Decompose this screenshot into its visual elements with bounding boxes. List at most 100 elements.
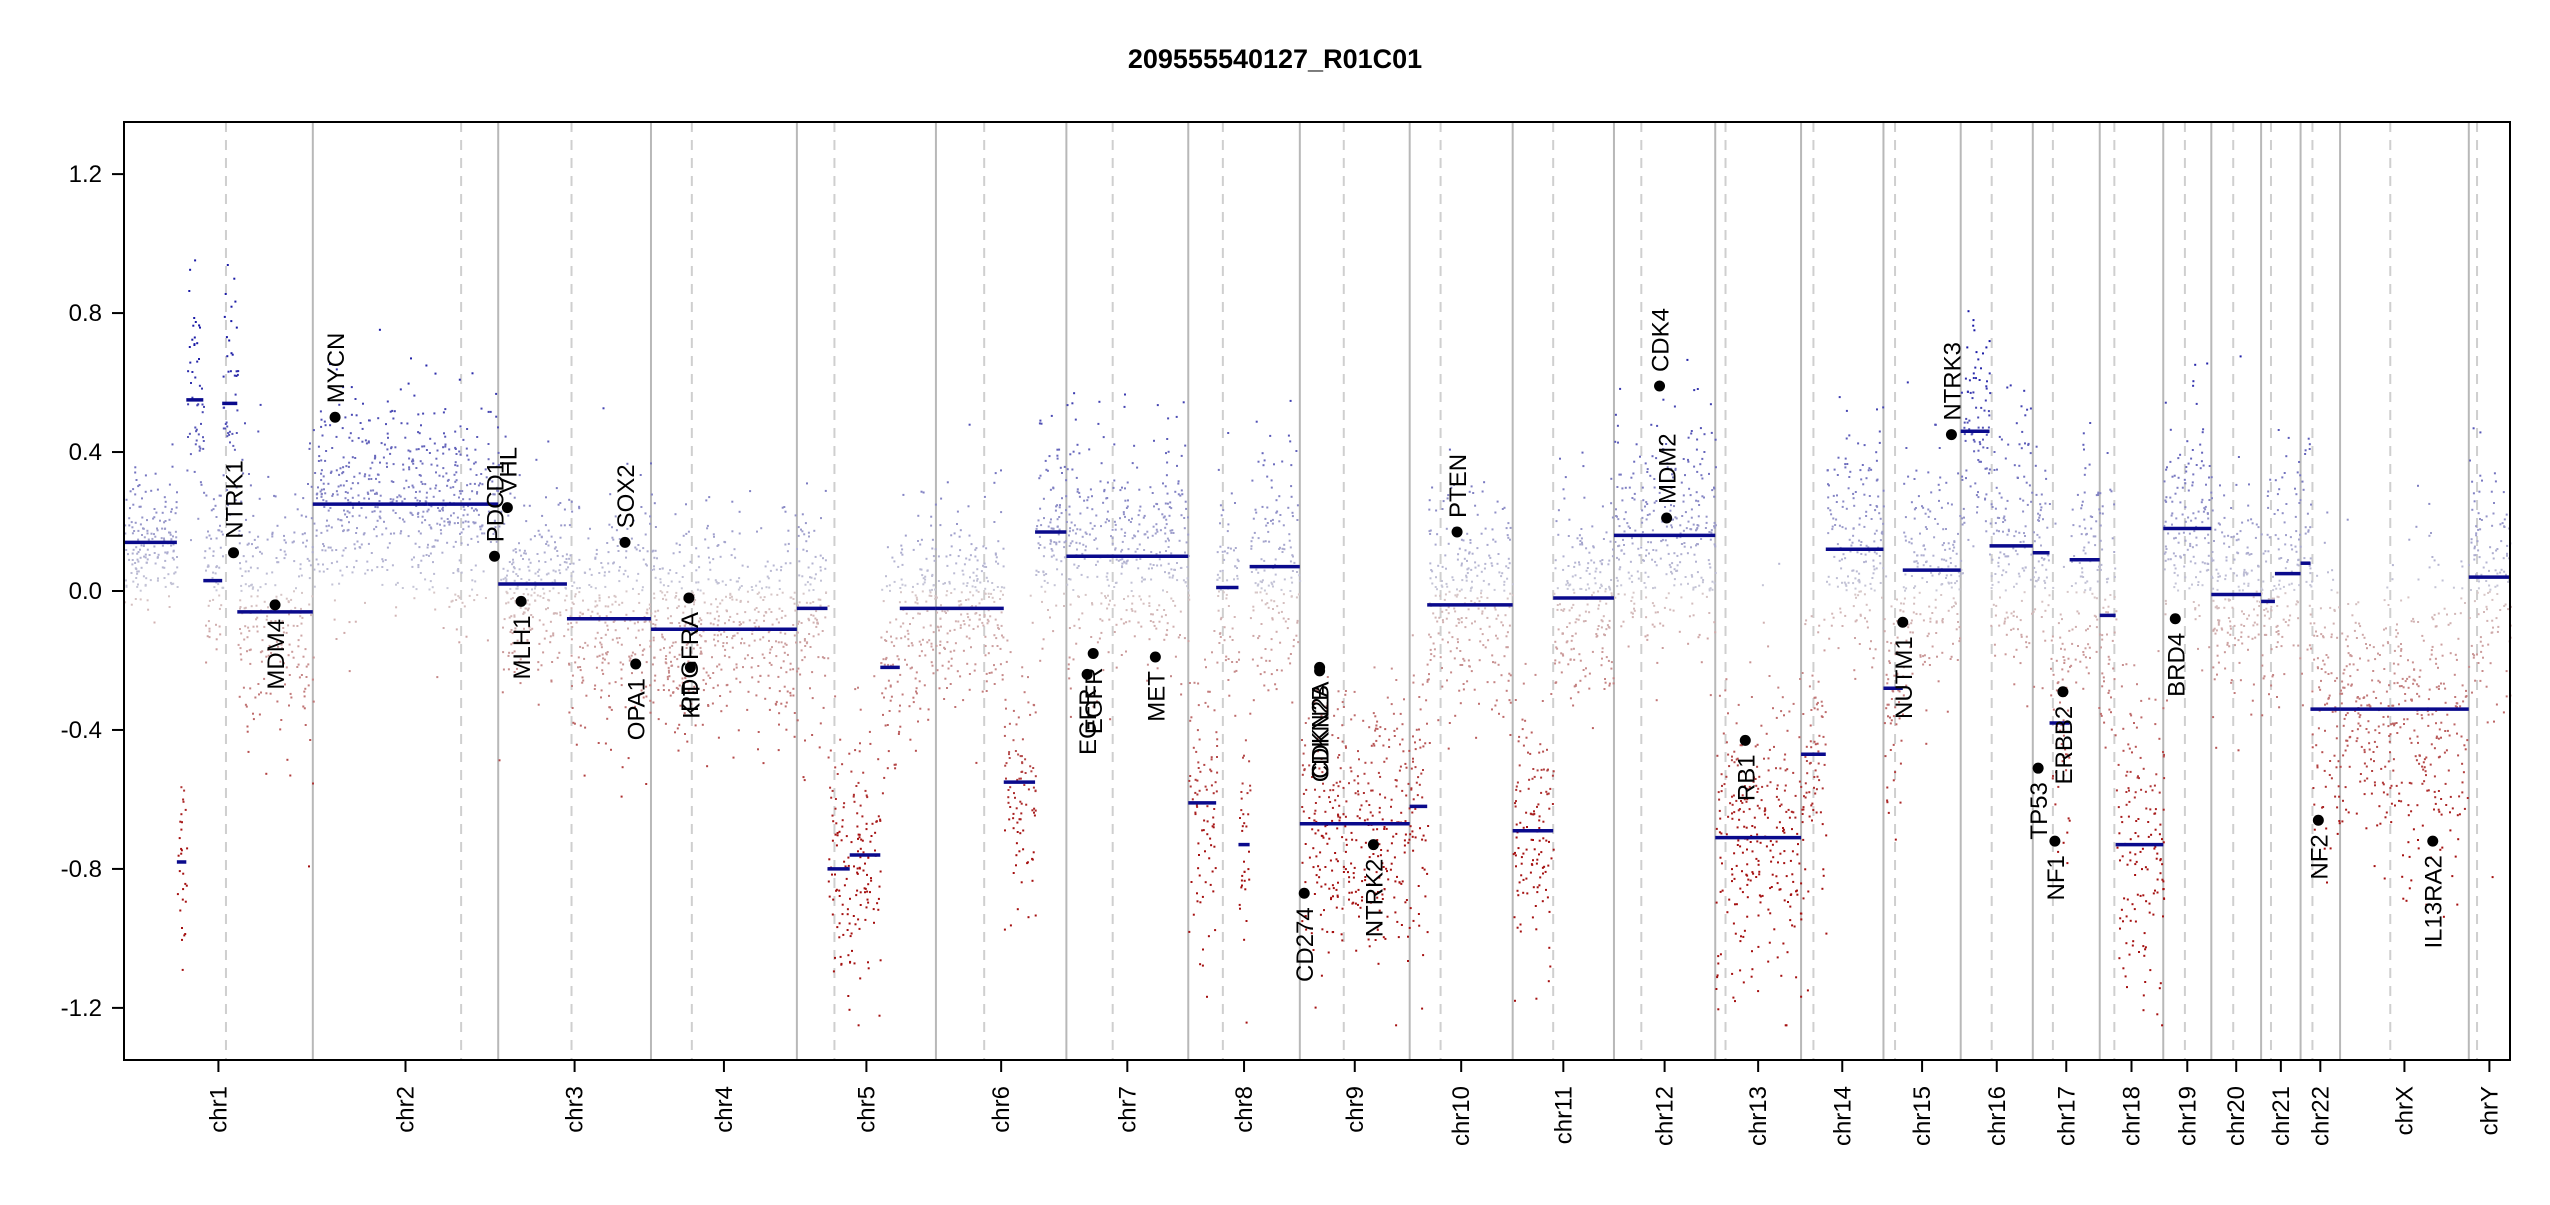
probe-point (866, 891, 868, 893)
probe-point (889, 710, 891, 712)
probe-point (283, 535, 285, 537)
probe-point (136, 553, 138, 555)
probe-point (1607, 624, 1609, 626)
probe-point (464, 605, 466, 607)
probe-point (1314, 893, 1316, 895)
probe-point (829, 896, 831, 898)
probe-point (1219, 632, 1221, 634)
probe-point (276, 701, 278, 703)
probe-point (535, 573, 537, 575)
probe-point (1400, 812, 1402, 814)
probe-point (663, 684, 665, 686)
probe-point (471, 579, 473, 581)
probe-point (783, 660, 785, 662)
probe-point (1591, 594, 1593, 596)
probe-point (1582, 465, 1584, 467)
probe-point (1374, 730, 1376, 732)
probe-point (1533, 813, 1535, 815)
probe-point (1008, 818, 1010, 820)
probe-point (717, 606, 719, 608)
probe-point (1461, 539, 1463, 541)
probe-point (1272, 586, 1274, 588)
probe-point (383, 457, 385, 459)
probe-point (578, 591, 580, 593)
probe-point (411, 559, 413, 561)
probe-point (1323, 909, 1325, 911)
probe-point (1151, 567, 1153, 569)
probe-point (1515, 800, 1517, 802)
probe-point (733, 669, 735, 671)
probe-point (939, 618, 941, 620)
probe-point (792, 624, 794, 626)
probe-point (196, 342, 198, 344)
probe-point (161, 528, 163, 530)
probe-point (244, 625, 246, 627)
probe-point (1445, 609, 1447, 611)
probe-point (631, 538, 633, 540)
probe-point (816, 619, 818, 621)
probe-point (933, 672, 935, 674)
probe-point (311, 486, 313, 488)
probe-point (1230, 548, 1232, 550)
probe-point (954, 629, 956, 631)
probe-point (922, 639, 924, 641)
probe-point (683, 565, 685, 567)
probe-point (751, 633, 753, 635)
probe-point (777, 676, 779, 678)
probe-point (706, 672, 708, 674)
probe-point (1433, 643, 1435, 645)
probe-point (1391, 863, 1393, 865)
probe-point (1690, 433, 1692, 435)
probe-point (1248, 851, 1250, 853)
probe-point (829, 787, 831, 789)
probe-point (1184, 637, 1186, 639)
probe-point (443, 627, 445, 629)
probe-point (782, 507, 784, 509)
probe-point (1656, 662, 1658, 664)
probe-point (506, 575, 508, 577)
probe-point (191, 339, 193, 341)
probe-point (357, 482, 359, 484)
probe-point (134, 493, 136, 495)
probe-point (1486, 617, 1488, 619)
probe-point (1238, 651, 1240, 653)
probe-point (739, 587, 741, 589)
probe-point (1043, 555, 1045, 557)
probe-point (748, 645, 750, 647)
probe-point (1265, 648, 1267, 650)
probe-point (1679, 524, 1681, 526)
probe-point (205, 570, 207, 572)
probe-point (1284, 578, 1286, 580)
probe-point (693, 603, 695, 605)
probe-point (537, 594, 539, 596)
probe-point (1517, 894, 1519, 896)
probe-point (1086, 499, 1088, 501)
probe-point (216, 537, 218, 539)
probe-point (1332, 884, 1334, 886)
probe-point (1522, 892, 1524, 894)
probe-point (957, 670, 959, 672)
probe-point (859, 750, 861, 752)
probe-point (591, 611, 593, 613)
probe-point (1357, 793, 1359, 795)
probe-point (576, 587, 578, 589)
probe-point (459, 490, 461, 492)
probe-point (323, 488, 325, 490)
probe-point (184, 883, 186, 885)
probe-point (738, 729, 740, 731)
probe-point (1402, 880, 1404, 882)
probe-point (417, 413, 419, 415)
probe-point (891, 641, 893, 643)
probe-point (1554, 663, 1556, 665)
probe-point (1448, 543, 1450, 545)
probe-point (888, 680, 890, 682)
probe-point (1634, 610, 1636, 612)
probe-point (1271, 583, 1273, 585)
probe-point (190, 453, 192, 455)
probe-point (959, 675, 961, 677)
probe-point (864, 887, 866, 889)
probe-point (703, 592, 705, 594)
probe-point (660, 590, 662, 592)
probe-point (862, 772, 864, 774)
probe-point (571, 638, 573, 640)
